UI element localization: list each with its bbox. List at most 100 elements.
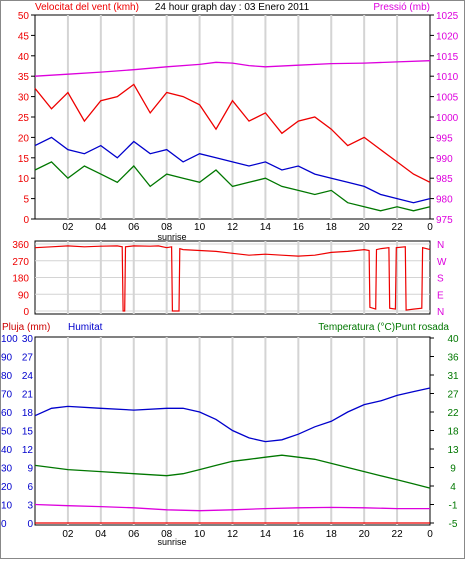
humidity-x-tick-label: 20 [359, 529, 371, 540]
rain-axis-title: Pluja (mm) [2, 322, 50, 333]
humidity-x-tick-label: 08 [161, 529, 173, 540]
temperature-y-tick-label: 4 [450, 482, 456, 493]
humidity-x-tick-label: 14 [260, 529, 272, 540]
wind-x-tick-label: 14 [260, 222, 272, 233]
wind-y-tick-label: 20 [18, 133, 30, 144]
sunrise-label-top: sunrise [157, 232, 186, 242]
temperature-y-tick-label: 40 [447, 334, 459, 345]
humidity-x-tick-label: 18 [326, 529, 338, 540]
humidity-y-tick-label: 100 [1, 334, 18, 345]
humidity-y-tick-label: 90 [1, 353, 13, 364]
humidity-x-tick-label: 10 [194, 529, 206, 540]
humidity-series-temperature [34, 454, 431, 489]
rain-y-tick-label: 18 [22, 408, 34, 419]
compass-label: W [437, 257, 447, 268]
rain-y-tick-label: 21 [22, 390, 34, 401]
pressure-y-tick-label: 990 [436, 154, 453, 165]
humidity-y-tick-label: 10 [1, 501, 13, 512]
compass-label: N [437, 307, 444, 318]
humidity-y-tick-label: 50 [1, 427, 13, 438]
wind-x-tick-label: 02 [62, 222, 74, 233]
humidity-series-group [34, 387, 431, 524]
wind-y-tick-label: 15 [18, 154, 30, 165]
direction-series-direction [34, 245, 431, 312]
humidity-x-tick-label: 06 [128, 529, 140, 540]
direction-y-tick-label: 360 [12, 240, 29, 251]
wind-pressure-panel: Velocitat del vent (kmh) 24 hour graph d… [18, 2, 459, 242]
wind-y-tick-label: 50 [18, 11, 30, 22]
humidity-y-tick-label: 60 [1, 408, 13, 419]
compass-label: S [437, 274, 444, 285]
rain-y-tick-label: 24 [22, 371, 34, 382]
temperature-y-tick-label: -1 [449, 501, 458, 512]
temperature-y-ticks: -5 -1 4 9 13 18 22 27 31 36 40 [430, 334, 459, 530]
wind-x-tick-label: 22 [392, 222, 404, 233]
humidity-x-tick-label: 04 [95, 529, 107, 540]
direction-y-tick-label: 180 [12, 274, 29, 285]
temperature-y-tick-label: 18 [447, 427, 459, 438]
rain-y-tick-label: 12 [22, 445, 34, 456]
wind-x-tick-label: 20 [359, 222, 371, 233]
humidity-temperature-panel: Pluja (mm) Humitat Temperatura (°C)Punt … [1, 322, 459, 547]
wind-series-wind [34, 161, 431, 212]
rain-y-tick-label: 15 [22, 427, 34, 438]
rain-y-tick-label: 30 [22, 334, 34, 345]
direction-y-tick-label: 90 [18, 290, 30, 301]
temperature-y-tick-label: 31 [447, 371, 459, 382]
temperature-y-tick-label: 22 [447, 408, 459, 419]
wind-x-tick-label: 04 [95, 222, 107, 233]
humidity-series-humidity [34, 387, 431, 443]
compass-label: N [437, 240, 444, 251]
humidity-y-ticks: 0 10 20 30 40 50 60 70 80 90 100 [1, 334, 18, 530]
pressure-y-tick-label: 980 [436, 195, 453, 206]
wind-y-tick-label: 0 [23, 215, 29, 226]
rain-y-tick-label: 9 [27, 464, 33, 475]
wind-grid [66, 15, 399, 219]
humidity-y-tick-label: 80 [1, 371, 13, 382]
wind-y-tick-label: 30 [18, 93, 30, 104]
humidity-x-ticks: 02 04 06 08 10 12 14 16 18 20 22 0 [62, 529, 433, 540]
humidity-axis-title: Humitat [68, 322, 103, 333]
direction-series-group [34, 245, 431, 312]
wind-speed-axis-title: Velocitat del vent (kmh) [35, 2, 139, 13]
wind-x-tick-label: 12 [227, 222, 239, 233]
wind-x-tick-label: 18 [326, 222, 338, 233]
pressure-y-tick-label: 1015 [436, 52, 459, 63]
pressure-y-tick-label: 1000 [436, 113, 459, 124]
humidity-x-tick-label: 22 [392, 529, 404, 540]
pressure-y-tick-label: 975 [436, 215, 453, 226]
humidity-series-dewpoint [34, 503, 430, 512]
pressure-y-tick-label: 1005 [436, 93, 459, 104]
temperature-y-tick-label: -5 [449, 519, 458, 530]
temperature-y-tick-label: 9 [450, 464, 456, 475]
humidity-y-tick-label: 30 [1, 464, 13, 475]
wind-series-gust [34, 83, 431, 183]
wind-x-tick-label: 08 [161, 222, 173, 233]
humidity-x-tick-label: 16 [293, 529, 305, 540]
sunrise-label-bottom: sunrise [157, 537, 186, 547]
direction-y-ticks: 0 90 180 270 360 [12, 240, 29, 318]
direction-y-tick-label: 270 [12, 257, 29, 268]
temperature-y-tick-label: 27 [447, 390, 459, 401]
chart-title: 24 hour graph day : 03 Enero 2011 [155, 2, 310, 13]
pressure-y-tick-label: 1020 [436, 31, 459, 42]
pressure-y-tick-label: 1010 [436, 72, 459, 83]
wind-x-ticks: 02 04 06 08 10 12 14 16 18 20 22 0 [62, 222, 433, 233]
pressure-y-ticks: 975 980 985 990 995 1000 1005 1010 1015 1020 1025 [430, 11, 459, 226]
wind-y-tick-label: 10 [18, 174, 30, 185]
direction-y-tick-label: 0 [23, 307, 29, 318]
wind-x-tick-label: 10 [194, 222, 206, 233]
wind-series-pressure [34, 60, 431, 77]
wind-y-ticks: 0 5 10 15 20 25 30 35 40 45 50 [18, 11, 35, 226]
pressure-y-tick-label: 1025 [436, 11, 459, 22]
rain-y-tick-label: 6 [27, 482, 33, 493]
wind-x-tick-label: 16 [293, 222, 305, 233]
wind-y-tick-label: 45 [18, 31, 30, 42]
rain-y-ticks: 0 3 6 9 12 15 18 21 24 27 30 [22, 334, 34, 530]
pressure-y-tick-label: 995 [436, 133, 453, 144]
wind-y-tick-label: 35 [18, 72, 30, 83]
temperature-y-tick-label: 13 [447, 445, 459, 456]
humidity-x-tick-label: 02 [62, 529, 74, 540]
